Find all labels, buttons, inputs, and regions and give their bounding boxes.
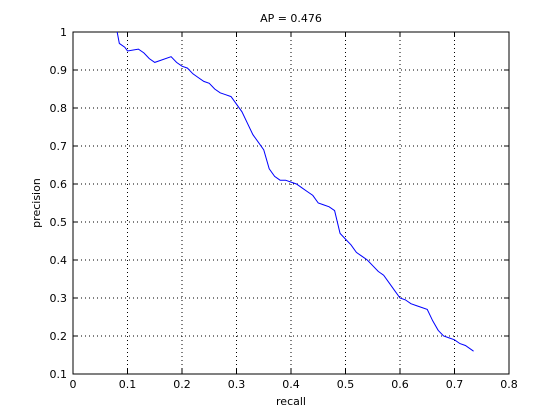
y-tick-label: 0.4 (50, 254, 68, 267)
y-tick-label: 0.1 (50, 368, 68, 381)
pr-curve (116, 31, 474, 352)
y-tick-label: 0.3 (50, 292, 68, 305)
y-tick-label: 0.9 (50, 64, 68, 77)
y-tick-label: 1 (60, 26, 67, 39)
x-tick-label: 0.5 (337, 378, 355, 391)
x-tick-label: 0.4 (282, 378, 300, 391)
y-tick-label: 0.8 (50, 102, 68, 115)
y-tick-label: 0.6 (50, 178, 68, 191)
x-tick-label: 0.3 (228, 378, 246, 391)
x-tick-label: 0.2 (173, 378, 191, 391)
y-tick-label: 0.7 (50, 140, 68, 153)
y-axis-label: precision (30, 178, 43, 228)
y-tick-label: 0.2 (50, 330, 68, 343)
y-tick-label: 0.5 (50, 216, 68, 229)
x-tick-label: 0.7 (446, 378, 464, 391)
x-tick-label: 0.8 (500, 378, 518, 391)
plot-frame (72, 31, 510, 375)
x-tick-label: 0.6 (391, 378, 409, 391)
x-axis-label: recall (276, 395, 306, 408)
chart-title: AP = 0.476 (260, 12, 322, 25)
x-tick-label: 0.1 (119, 378, 137, 391)
x-tick-label: 0 (70, 378, 77, 391)
